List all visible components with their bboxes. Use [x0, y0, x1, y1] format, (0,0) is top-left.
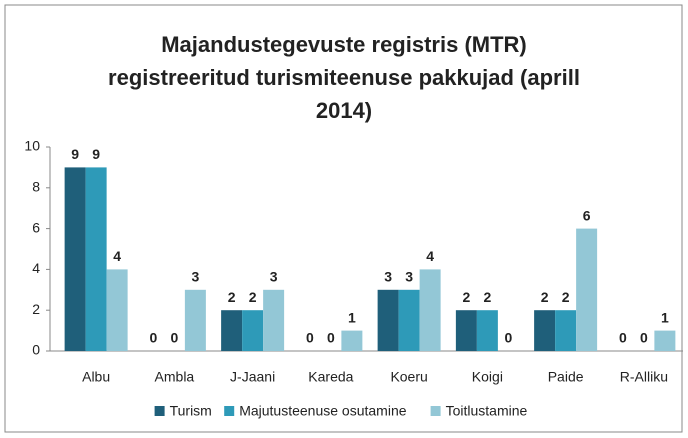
- legend-label: Majutusteenuse osutamine: [239, 403, 407, 419]
- bar: [263, 289, 285, 351]
- data-label: 0: [170, 330, 178, 346]
- bar: [85, 167, 107, 351]
- bar: [377, 289, 399, 351]
- bar: [419, 269, 441, 351]
- data-label: 4: [113, 248, 121, 264]
- data-label: 0: [619, 330, 627, 346]
- x-tick-label: R-Alliku: [620, 369, 668, 385]
- data-label: 3: [405, 269, 413, 285]
- x-tick-label: Kareda: [308, 369, 353, 385]
- y-tick-label: 4: [32, 260, 40, 276]
- x-tick-label: J-Jaani: [230, 369, 275, 385]
- data-label: 6: [583, 207, 591, 223]
- data-label: 2: [483, 289, 491, 305]
- data-label: 2: [562, 289, 570, 305]
- bar: [398, 289, 420, 351]
- data-label: 4: [426, 248, 434, 264]
- bar: [455, 310, 477, 351]
- y-tick-label: 2: [32, 301, 40, 317]
- data-label: 3: [384, 269, 392, 285]
- data-label: 2: [462, 289, 470, 305]
- data-label: 0: [504, 330, 512, 346]
- x-tick-label: Paide: [548, 369, 584, 385]
- x-tick-label: Ambla: [155, 369, 195, 385]
- data-label: 3: [191, 269, 199, 285]
- legend-swatch: [154, 406, 165, 416]
- bar: [242, 310, 264, 351]
- legend-swatch: [430, 406, 441, 416]
- data-label: 3: [270, 269, 278, 285]
- data-label: 1: [661, 309, 669, 325]
- data-label: 9: [71, 146, 79, 162]
- bar: [184, 289, 206, 351]
- bar: [576, 228, 598, 351]
- data-label: 0: [306, 330, 314, 346]
- y-tick-label: 8: [32, 179, 40, 195]
- x-tick-label: Koeru: [390, 369, 427, 385]
- bar: [534, 310, 556, 351]
- bar: [476, 310, 498, 351]
- data-label: 1: [348, 309, 356, 325]
- data-label: 0: [149, 330, 157, 346]
- bar: [221, 310, 243, 351]
- data-label: 2: [541, 289, 549, 305]
- x-tick-label: Koigi: [472, 369, 503, 385]
- data-label: 0: [640, 330, 648, 346]
- bar: [341, 330, 363, 351]
- data-label: 9: [92, 146, 100, 162]
- y-tick-label: 10: [24, 138, 40, 154]
- chart-title: Majandustegevuste registris (MTR) regist…: [108, 32, 580, 123]
- chart-frame: [4, 4, 683, 433]
- data-label: 0: [327, 330, 335, 346]
- bar: [64, 167, 86, 351]
- y-tick-label: 6: [32, 219, 40, 235]
- legend-swatch: [224, 406, 235, 416]
- bar: [106, 269, 128, 351]
- data-label: 2: [249, 289, 257, 305]
- bar: [654, 330, 676, 351]
- legend-label: Turism: [170, 403, 212, 419]
- bar: [555, 310, 577, 351]
- legend-label: Toitlustamine: [446, 403, 528, 419]
- x-tick-label: Albu: [82, 369, 110, 385]
- y-tick-label: 0: [32, 342, 40, 358]
- data-label: 2: [228, 289, 236, 305]
